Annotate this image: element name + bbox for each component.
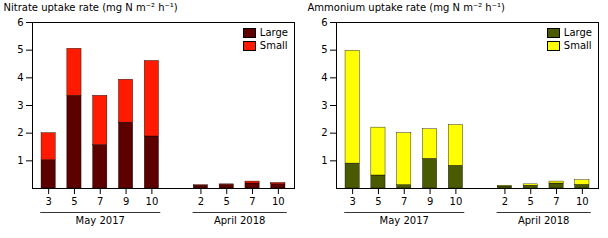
svg-text:1: 1 <box>321 155 327 166</box>
svg-text:5: 5 <box>321 44 327 55</box>
svg-text:5: 5 <box>71 196 77 207</box>
svg-text:April 2018: April 2018 <box>518 215 569 226</box>
svg-text:10: 10 <box>146 196 159 207</box>
svg-text:7: 7 <box>97 196 103 207</box>
svg-text:2: 2 <box>502 196 508 207</box>
svg-text:Ammonium uptake rate (mg N m⁻²: Ammonium uptake rate (mg N m⁻² h⁻¹) <box>308 2 505 13</box>
svg-text:10: 10 <box>576 196 589 207</box>
svg-text:7: 7 <box>401 196 407 207</box>
svg-text:May 2017: May 2017 <box>380 215 429 226</box>
svg-text:7: 7 <box>249 196 255 207</box>
svg-text:3: 3 <box>45 196 51 207</box>
svg-text:Nitrate uptake rate (mg N m⁻²: Nitrate uptake rate (mg N m⁻² h⁻¹) <box>4 2 178 13</box>
svg-text:3: 3 <box>321 100 327 111</box>
svg-text:5: 5 <box>17 44 23 55</box>
svg-text:9: 9 <box>123 196 129 207</box>
svg-text:6: 6 <box>17 17 23 28</box>
svg-text:1: 1 <box>17 155 23 166</box>
svg-text:April 2018: April 2018 <box>214 215 265 226</box>
html-text:Large: Large <box>259 27 288 38</box>
svg-text:4: 4 <box>17 72 23 83</box>
html-text:Small: Small <box>563 40 592 51</box>
svg-text:2: 2 <box>321 127 327 138</box>
svg-text:5: 5 <box>224 196 230 207</box>
svg-text:2: 2 <box>198 196 204 207</box>
svg-text:4: 4 <box>321 72 327 83</box>
svg-text:5: 5 <box>375 196 381 207</box>
svg-text:6: 6 <box>321 17 327 28</box>
html-text:Large: Large <box>563 27 592 38</box>
svg-text:3: 3 <box>349 196 355 207</box>
svg-text:May 2017: May 2017 <box>76 215 125 226</box>
html-text:Small: Small <box>259 40 288 51</box>
svg-text:3: 3 <box>17 100 23 111</box>
svg-text:7: 7 <box>553 196 559 207</box>
svg-text:2: 2 <box>17 127 23 138</box>
svg-text:10: 10 <box>272 196 285 207</box>
svg-text:9: 9 <box>427 196 433 207</box>
svg-text:5: 5 <box>528 196 534 207</box>
svg-text:10: 10 <box>450 196 463 207</box>
